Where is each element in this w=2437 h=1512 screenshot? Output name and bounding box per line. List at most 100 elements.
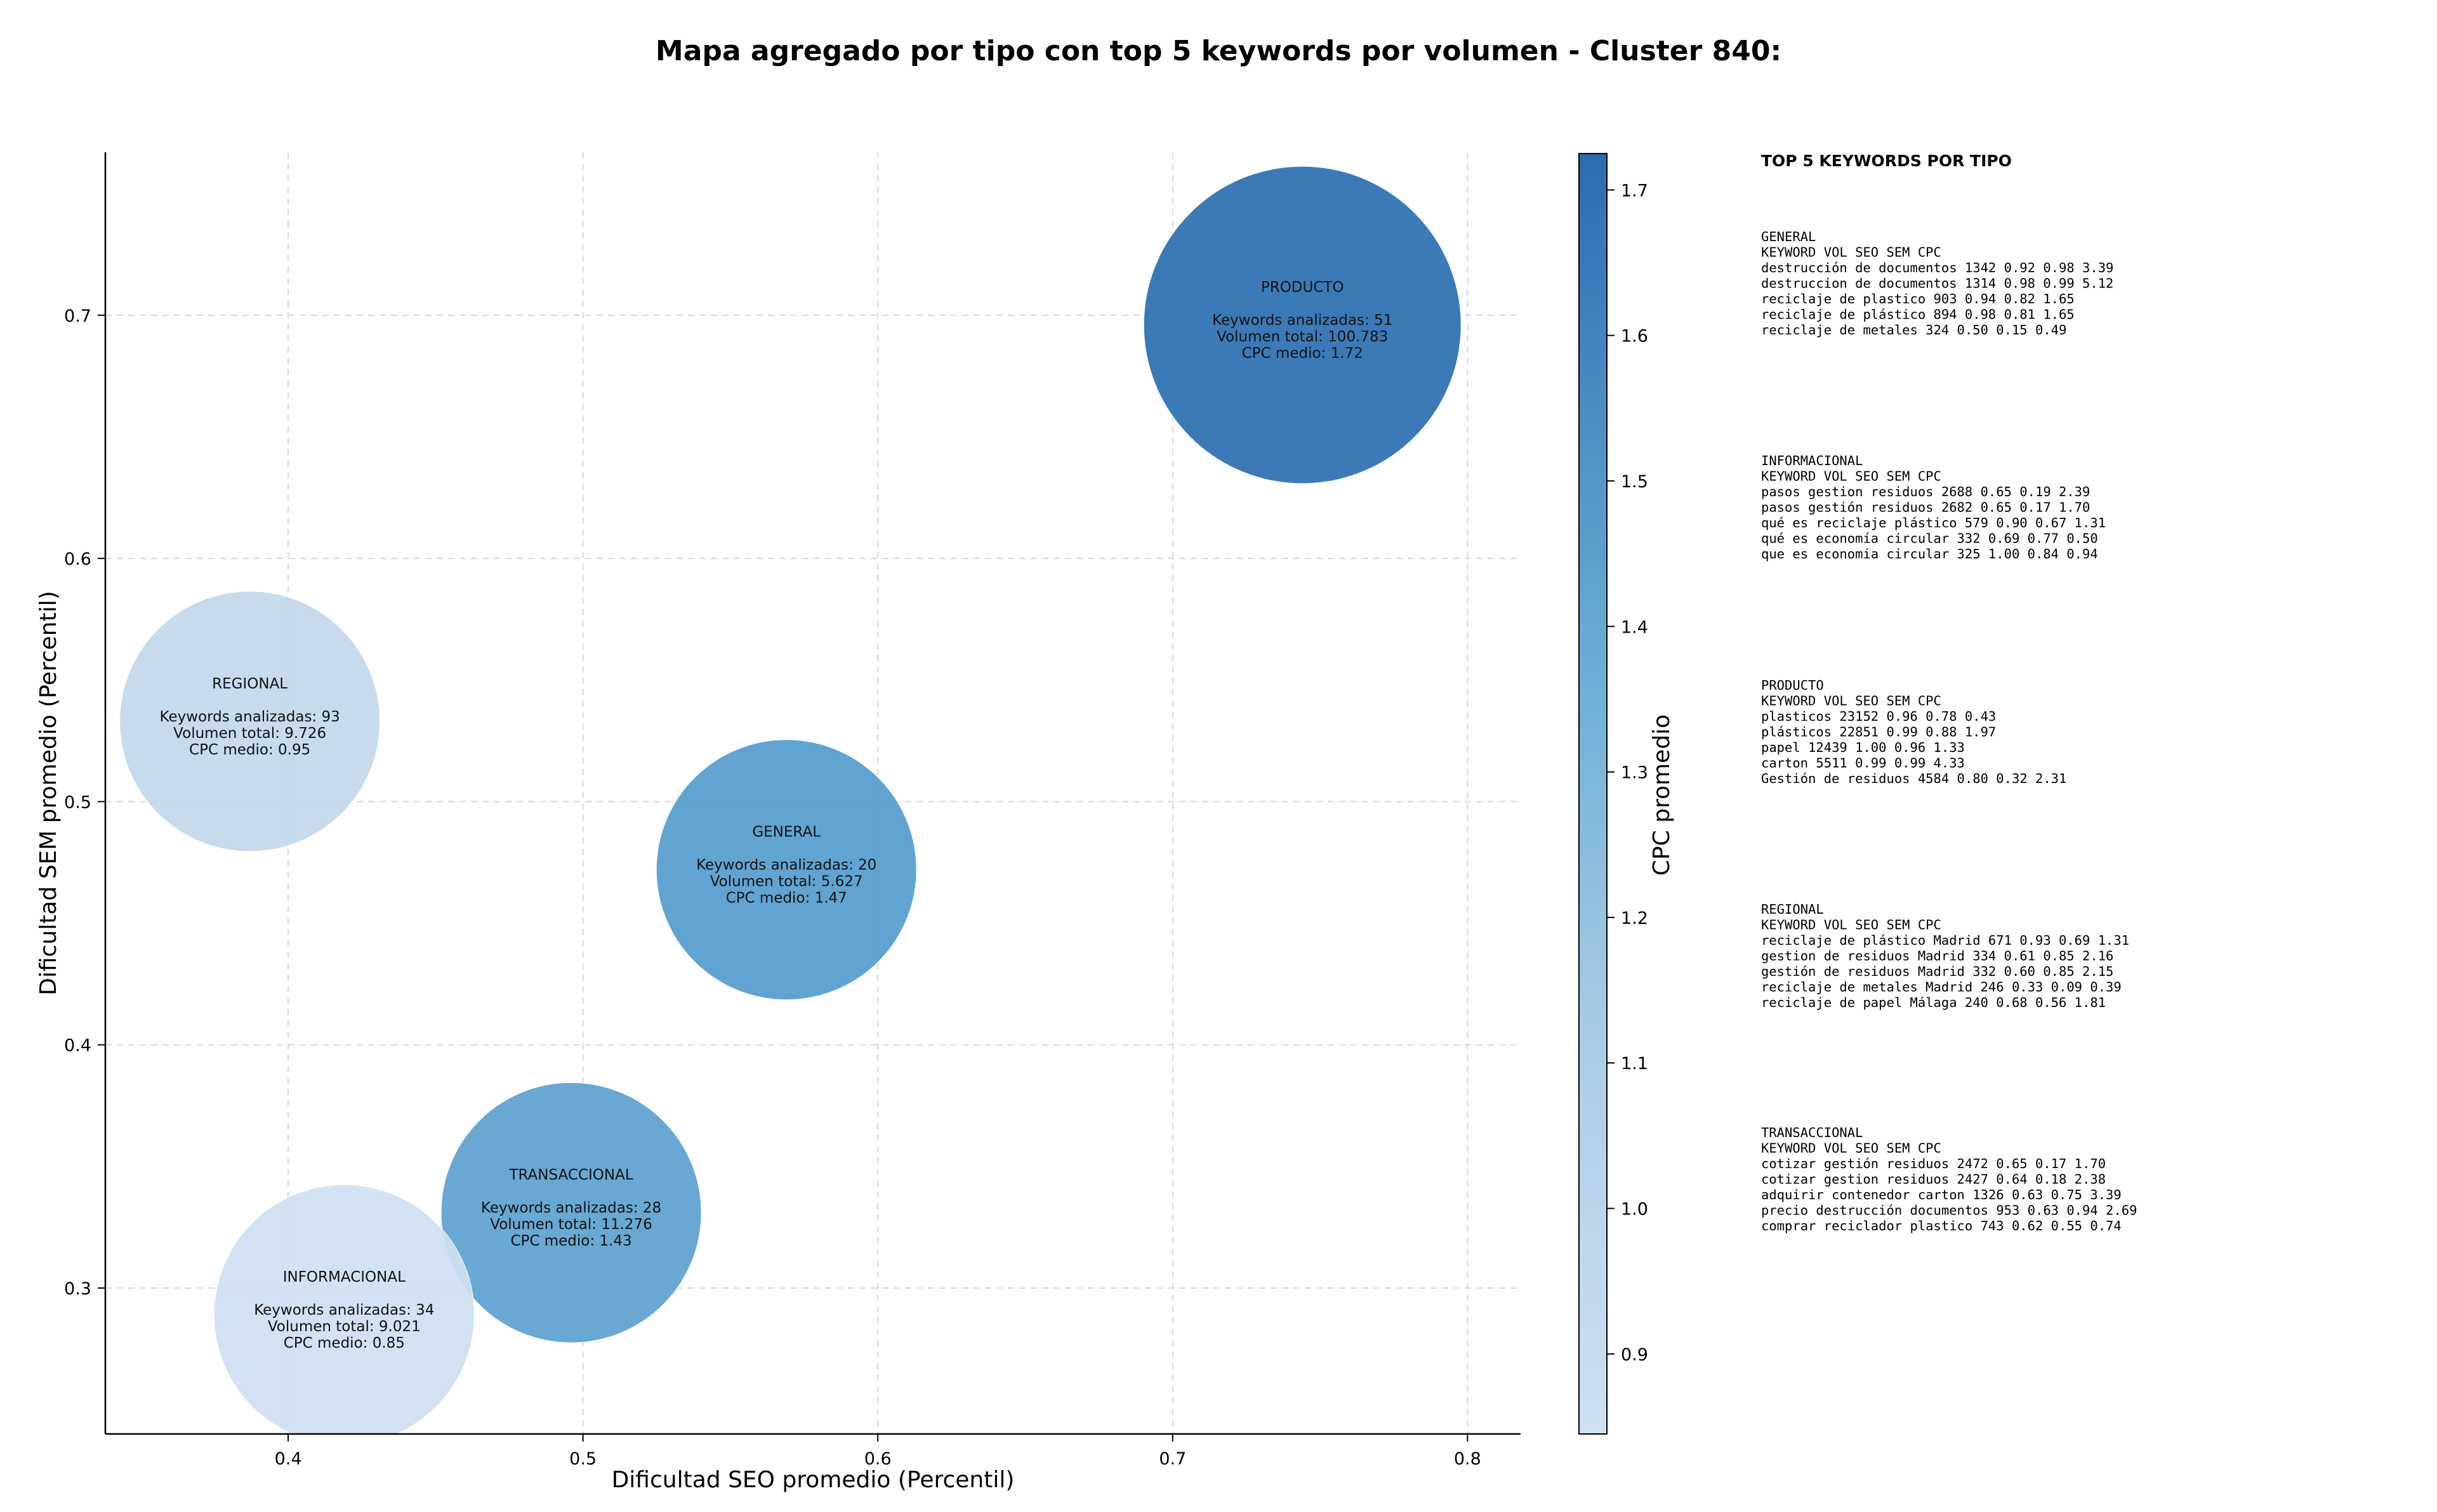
y-tick-label: 0.5 (64, 792, 91, 812)
bubble-volume-label: Volumen total: 5.627 (710, 874, 863, 890)
chart-title: Mapa agregado por tipo con top 5 keyword… (656, 35, 1781, 67)
bubble-circle (656, 739, 917, 1001)
bubble-circle (213, 1184, 475, 1434)
bubble-circle (1143, 166, 1462, 484)
colorbar-tick-label: 1.1 (1621, 1054, 1648, 1074)
keyword-row: qué es reciclaje plástico 579 0.90 0.67 … (1761, 515, 2106, 530)
bubble-volume-label: Volumen total: 11.276 (490, 1216, 652, 1233)
group-header-row: KEYWORD VOL SEO SEM CPC (1761, 917, 1941, 933)
group-title: REGIONAL (1761, 902, 1824, 917)
keyword-row: gestión de residuos Madrid 332 0.60 0.85… (1761, 964, 2113, 979)
y-tick-label: 0.3 (64, 1279, 91, 1299)
x-tick-label: 0.4 (275, 1449, 302, 1469)
x-tick-label: 0.7 (1159, 1449, 1186, 1469)
keyword-row: plásticos 22851 0.99 0.88 1.97 (1761, 725, 1996, 740)
colorbar-gradient (1578, 153, 1608, 1435)
x-tick-label: 0.6 (864, 1449, 892, 1469)
group-header-row: KEYWORD VOL SEO SEM CPC (1761, 469, 1941, 484)
bubble-keywords-label: Keywords analizadas: 34 (254, 1302, 434, 1318)
x-axis-label: Dificultad SEO promedio (Percentil) (612, 1467, 1015, 1493)
bubble-cpc-label: CPC medio: 0.85 (284, 1335, 405, 1351)
bubble-cpc-label: CPC medio: 1.43 (510, 1233, 631, 1249)
bubble-keywords-label: Keywords analizadas: 28 (481, 1200, 661, 1216)
keyword-row: pasos gestión residuos 2682 0.65 0.17 1.… (1761, 500, 2090, 515)
bubble-volume-label: Volumen total: 9.726 (173, 725, 326, 742)
panel-heading: TOP 5 KEYWORDS POR TIPO (1761, 152, 2012, 170)
colorbar-label: CPC promedio (1649, 714, 1675, 876)
keyword-row: Gestión de residuos 4584 0.80 0.32 2.31 (1761, 771, 2066, 786)
keyword-row: carton 5511 0.99 0.99 4.33 (1761, 756, 1965, 771)
bubble-cpc-label: CPC medio: 1.47 (726, 890, 847, 907)
bubble-keywords-label: Keywords analizadas: 51 (1212, 312, 1392, 329)
group-title: GENERAL (1761, 229, 1816, 244)
keyword-row: cotizar gestión residuos 2472 0.65 0.17 … (1761, 1156, 2106, 1171)
keyword-row: reciclaje de plástico Madrid 671 0.93 0.… (1761, 933, 2129, 948)
bubble-keywords-label: Keywords analizadas: 93 (160, 709, 340, 725)
colorbar-tick-label: 1.6 (1621, 327, 1648, 346)
keyword-row: adquirir contenedor carton 1326 0.63 0.7… (1761, 1187, 2122, 1202)
keyword-row: plasticos 23152 0.96 0.78 0.43 (1761, 709, 1996, 724)
group-header-row: KEYWORD VOL SEO SEM CPC (1761, 694, 1941, 709)
bubble-cpc-label: CPC medio: 0.95 (189, 742, 310, 758)
x-axis-ticks: 0.4 0.5 0.6 0.7 0.8 (275, 1434, 1481, 1469)
bubble-circle (440, 1082, 702, 1343)
y-axis-ticks: 0.3 0.4 0.5 0.6 0.7 (64, 306, 105, 1299)
keyword-row: reciclaje de metales Madrid 246 0.33 0.0… (1761, 980, 2122, 995)
bubble-informacional: INFORMACIONAL Keywords analizadas: 34Volu… (213, 1184, 475, 1434)
colorbar-tick-label: 1.2 (1621, 909, 1648, 928)
colorbar-tick-label: 1.4 (1621, 617, 1648, 637)
bubble-cpc-label: CPC medio: 1.72 (1242, 345, 1363, 362)
group-header-row: KEYWORD VOL SEO SEM CPC (1761, 245, 1941, 260)
group-title: TRANSACCIONAL (1761, 1125, 1863, 1140)
colorbar-tick-label: 0.9 (1621, 1345, 1648, 1365)
keyword-row: pasos gestion residuos 2688 0.65 0.19 2.… (1761, 484, 2090, 499)
group-title: PRODUCTO (1761, 678, 1824, 693)
bubble-name-label: TRANSACCIONAL (508, 1167, 633, 1183)
colorbar-tick-label: 1.3 (1621, 763, 1648, 783)
keyword-row: reciclaje de papel Málaga 240 0.68 0.56 … (1761, 995, 2106, 1010)
bubble-volume-label: Volumen total: 100.783 (1217, 329, 1388, 345)
colorbar-tick-label: 1.5 (1621, 472, 1648, 492)
bubble-name-label: REGIONAL (212, 676, 287, 692)
keyword-row: reciclaje de plastico 903 0.94 0.82 1.65 (1761, 291, 2075, 306)
colorbar-tick-label: 1.7 (1621, 181, 1648, 201)
bubble-name-label: INFORMACIONAL (283, 1269, 406, 1285)
bubble-name-label: GENERAL (752, 824, 821, 841)
keyword-row: comprar reciclador plastico 743 0.62 0.5… (1761, 1218, 2122, 1233)
y-axis-label: Dificultad SEM promedio (Percentil) (36, 591, 62, 996)
keyword-row: precio destrucción documentos 953 0.63 0… (1761, 1203, 2137, 1218)
keyword-row: reciclaje de metales 324 0.50 0.15 0.49 (1761, 322, 2066, 338)
bubble-name-label: PRODUCTO (1261, 279, 1344, 296)
y-tick-label: 0.4 (64, 1036, 91, 1056)
group-title: INFORMACIONAL (1761, 453, 1863, 468)
keyword-row: qué es economía circular 332 0.69 0.77 0… (1761, 531, 2098, 546)
colorbar-ticks: 0.9 1.0 1.1 1.2 1.3 1.4 1.5 1.6 1.7 (1607, 181, 1648, 1365)
group-header-row: KEYWORD VOL SEO SEM CPC (1761, 1141, 1941, 1156)
keyword-row: que es economia circular 325 1.00 0.84 0… (1761, 546, 2098, 562)
y-tick-label: 0.6 (64, 549, 91, 569)
colorbar-tick-label: 1.0 (1621, 1200, 1648, 1219)
axes-frame (104, 152, 1521, 1435)
colorbar: 0.9 1.0 1.1 1.2 1.3 1.4 1.5 1.6 1.7 CPC promedio (1578, 153, 1675, 1435)
y-tick-label: 0.7 (64, 306, 91, 326)
keyword-row: destruccion de documentos 1314 0.98 0.99… (1761, 276, 2113, 291)
bubble-circle (119, 591, 381, 852)
keyword-row: cotizar gestion residuos 2427 0.64 0.18 … (1761, 1172, 2106, 1187)
keyword-row: gestion de residuos Madrid 334 0.61 0.85… (1761, 949, 2113, 964)
keyword-row: papel 12439 1.00 0.96 1.33 (1761, 740, 1965, 755)
keyword-row: destrucción de documentos 1342 0.92 0.98… (1761, 260, 2113, 275)
bubble-transaccional: TRANSACCIONAL Keywords analizadas: 28Volu… (440, 1082, 702, 1343)
bubble-keywords-label: Keywords analizadas: 20 (696, 857, 876, 874)
bubble-volume-label: Volumen total: 9.021 (268, 1318, 421, 1335)
x-tick-label: 0.5 (569, 1449, 597, 1469)
